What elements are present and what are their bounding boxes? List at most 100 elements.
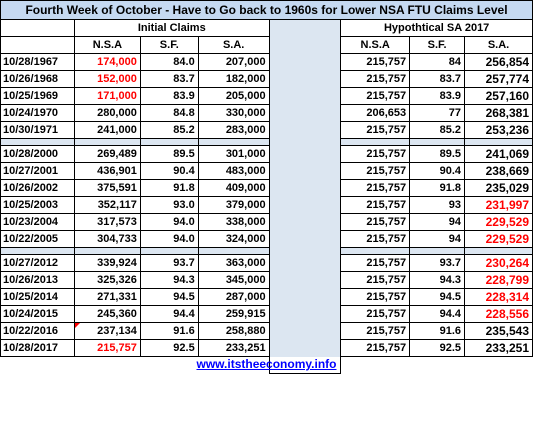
date-cell[interactable]: 10/23/2004 <box>0 213 75 231</box>
hyp-sa-cell[interactable]: 229,529 <box>464 230 533 248</box>
hyp-sa-cell[interactable]: 235,029 <box>464 179 533 197</box>
hyp-sa-cell[interactable]: 228,314 <box>464 288 533 306</box>
sf-cell[interactable]: 91.6 <box>139 322 199 340</box>
spacer-cell[interactable] <box>139 138 199 146</box>
spacer-cell[interactable] <box>464 247 533 255</box>
hyp-nsa-cell[interactable]: 215,757 <box>340 339 411 357</box>
sa-cell[interactable]: 287,000 <box>197 288 270 306</box>
hypothetical-header[interactable]: Hypothtical SA 2017 <box>340 19 533 37</box>
table-title[interactable]: Fourth Week of October - Have to Go back… <box>0 0 533 20</box>
hyp-sa-cell[interactable]: 257,774 <box>464 70 533 88</box>
sf-cell[interactable]: 90.4 <box>139 162 199 180</box>
hyp-nsa-cell[interactable]: 215,757 <box>340 254 411 272</box>
sf-cell[interactable]: 84.0 <box>139 53 199 71</box>
hyp-nsa-cell[interactable]: 215,757 <box>340 53 411 71</box>
hyp-nsa-cell[interactable]: 215,757 <box>340 121 411 139</box>
hyp-nsa-header[interactable]: N.S.A <box>340 36 411 54</box>
sf-cell[interactable]: 83.9 <box>139 87 199 105</box>
date-cell[interactable]: 10/22/2016 <box>0 322 75 340</box>
nsa-cell[interactable]: 215,757 <box>73 339 141 357</box>
sa-cell[interactable]: 345,000 <box>197 271 270 289</box>
nsa-cell[interactable]: 171,000 <box>73 87 141 105</box>
hyp-sa-cell[interactable]: 229,529 <box>464 213 533 231</box>
date-cell[interactable]: 10/26/2013 <box>0 271 75 289</box>
date-cell[interactable]: 10/26/2002 <box>0 179 75 197</box>
spacer-cell[interactable] <box>197 138 270 146</box>
hyp-nsa-cell[interactable]: 215,757 <box>340 288 411 306</box>
sf-cell[interactable]: 94.4 <box>139 305 199 323</box>
sf-cell[interactable]: 89.5 <box>139 145 199 163</box>
nsa-cell[interactable]: 375,591 <box>73 179 141 197</box>
hyp-sf-cell[interactable]: 94.3 <box>409 271 466 289</box>
nsa-cell[interactable]: 271,331 <box>73 288 141 306</box>
blank-cell[interactable] <box>0 19 75 37</box>
hyp-sf-cell[interactable]: 94 <box>409 230 466 248</box>
date-cell[interactable]: 10/24/1970 <box>0 104 75 122</box>
hyp-sf-cell[interactable]: 92.5 <box>409 339 466 357</box>
hyp-sa-cell[interactable]: 233,251 <box>464 339 533 357</box>
sf-cell[interactable]: 94.3 <box>139 271 199 289</box>
sa-cell[interactable]: 483,000 <box>197 162 270 180</box>
spacer-cell[interactable] <box>0 138 75 146</box>
sa-cell[interactable]: 338,000 <box>197 213 270 231</box>
date-cell[interactable]: 10/27/2001 <box>0 162 75 180</box>
date-cell[interactable]: 10/22/2005 <box>0 230 75 248</box>
hyp-sa-cell[interactable]: 235,543 <box>464 322 533 340</box>
hyp-sf-cell[interactable]: 90.4 <box>409 162 466 180</box>
spacer-cell[interactable] <box>340 138 411 146</box>
sa-cell[interactable]: 301,000 <box>197 145 270 163</box>
blank-cell[interactable] <box>0 36 75 54</box>
sf-cell[interactable]: 93.7 <box>139 254 199 272</box>
hyp-sf-cell[interactable]: 91.6 <box>409 322 466 340</box>
nsa-cell[interactable]: 325,326 <box>73 271 141 289</box>
nsa-cell[interactable]: 304,733 <box>73 230 141 248</box>
spacer-cell[interactable] <box>139 247 199 255</box>
date-cell[interactable]: 10/25/2014 <box>0 288 75 306</box>
sa-cell[interactable]: 330,000 <box>197 104 270 122</box>
hyp-nsa-cell[interactable]: 215,757 <box>340 230 411 248</box>
hyp-sf-cell[interactable]: 94.5 <box>409 288 466 306</box>
sa-cell[interactable]: 182,000 <box>197 70 270 88</box>
initial-claims-header[interactable]: Initial Claims <box>73 19 270 37</box>
spacer-cell[interactable] <box>409 247 466 255</box>
hyp-sf-cell[interactable]: 94.4 <box>409 305 466 323</box>
sf-cell[interactable]: 93.0 <box>139 196 199 214</box>
nsa-cell[interactable]: 269,489 <box>73 145 141 163</box>
hyp-nsa-cell[interactable]: 215,757 <box>340 162 411 180</box>
spacer-cell[interactable] <box>409 138 466 146</box>
sa-header[interactable]: S.A. <box>197 36 270 54</box>
hyp-nsa-cell[interactable]: 215,757 <box>340 70 411 88</box>
date-cell[interactable]: 10/25/1969 <box>0 87 75 105</box>
hyp-nsa-cell[interactable]: 215,757 <box>340 179 411 197</box>
spacer-cell[interactable] <box>464 138 533 146</box>
nsa-cell[interactable]: 339,924 <box>73 254 141 272</box>
date-cell[interactable]: 10/25/2003 <box>0 196 75 214</box>
sa-cell[interactable]: 409,000 <box>197 179 270 197</box>
nsa-header[interactable]: N.S.A <box>73 36 141 54</box>
date-cell[interactable]: 10/26/1968 <box>0 70 75 88</box>
hyp-sf-cell[interactable]: 85.2 <box>409 121 466 139</box>
sf-cell[interactable]: 83.7 <box>139 70 199 88</box>
sa-cell[interactable]: 205,000 <box>197 87 270 105</box>
nsa-cell[interactable]: 152,000 <box>73 70 141 88</box>
hyp-nsa-cell[interactable]: 215,757 <box>340 271 411 289</box>
hyp-sf-cell[interactable]: 93.7 <box>409 254 466 272</box>
sa-cell[interactable]: 379,000 <box>197 196 270 214</box>
website-link[interactable]: www.itstheeconomy.info <box>196 357 337 371</box>
separator-column[interactable] <box>268 19 342 374</box>
spacer-cell[interactable] <box>340 247 411 255</box>
hyp-sa-cell[interactable]: 253,236 <box>464 121 533 139</box>
sa-cell[interactable]: 283,000 <box>197 121 270 139</box>
sf-cell[interactable]: 94.0 <box>139 213 199 231</box>
sa-cell[interactable]: 207,000 <box>197 53 270 71</box>
date-cell[interactable]: 10/28/2017 <box>0 339 75 357</box>
spacer-cell[interactable] <box>0 247 75 255</box>
hyp-sf-cell[interactable]: 94 <box>409 213 466 231</box>
spacer-cell[interactable] <box>197 247 270 255</box>
sf-cell[interactable]: 84.8 <box>139 104 199 122</box>
hyp-sf-cell[interactable]: 77 <box>409 104 466 122</box>
hyp-nsa-cell[interactable]: 206,653 <box>340 104 411 122</box>
hyp-sa-cell[interactable]: 231,997 <box>464 196 533 214</box>
nsa-cell[interactable]: 352,117 <box>73 196 141 214</box>
sf-cell[interactable]: 85.2 <box>139 121 199 139</box>
